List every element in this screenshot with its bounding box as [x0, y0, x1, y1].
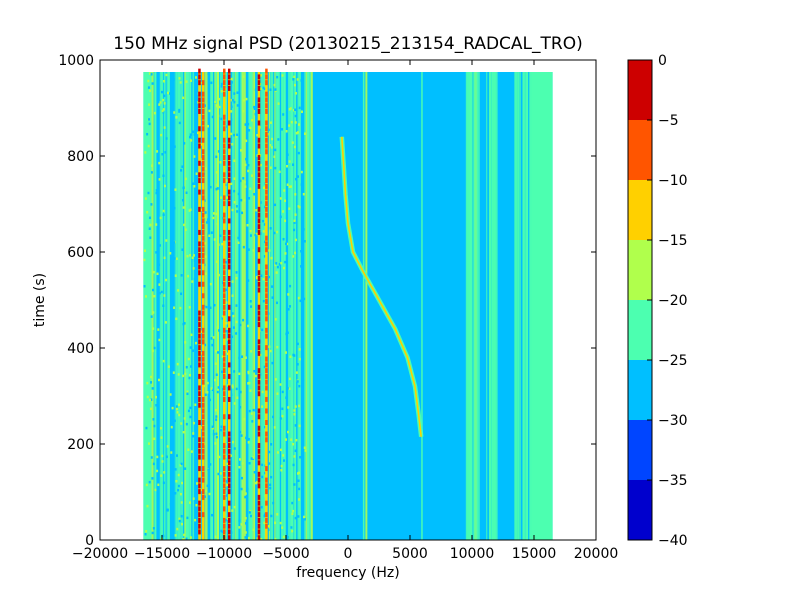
chart-title: 150 MHz signal PSD (20130215_213154_RADC…: [113, 34, 582, 54]
colorbar-tick-label: −5: [658, 113, 679, 129]
colorbar-tick-label: −25: [658, 353, 688, 369]
colorbar-tick-label: −35: [658, 473, 688, 489]
x-tick-label: −10000: [196, 546, 252, 562]
x-axis: −20000 −15000 −10000 −5000 0 5000 10000 15000 20…: [72, 60, 618, 562]
colorbar-band: [628, 300, 652, 360]
colorbar-tick-label: −20: [658, 293, 688, 309]
colorbar-band: [628, 240, 652, 300]
y-axis: 0 200 400 600 800 1000: [58, 53, 596, 549]
y-tick-label: 1000: [58, 53, 94, 69]
colorbar: 0 −5 −10 −15 −20 −25 −30 −35 −40: [627, 53, 688, 549]
y-tick-label: 0: [85, 533, 94, 549]
y-tick-label: 600: [67, 245, 94, 261]
doppler-track: [341, 136, 422, 437]
x-tick-label: 10000: [450, 546, 495, 562]
colorbar-tick-label: −15: [658, 233, 688, 249]
x-tick-label: 0: [344, 546, 353, 562]
colorbar-tick-label: −10: [658, 173, 688, 189]
colorbar-tick-label: −40: [658, 533, 688, 549]
x-tick-label: −5000: [262, 546, 309, 562]
x-tick-label: 5000: [392, 546, 428, 562]
y-axis-label: time (s): [32, 273, 48, 327]
y-tick-label: 800: [67, 149, 94, 165]
x-axis-label: frequency (Hz): [296, 565, 399, 581]
colorbar-tick-label: 0: [658, 53, 667, 69]
y-tick-label: 400: [67, 341, 94, 357]
x-tick-label: 20000: [574, 546, 619, 562]
x-tick-label: 15000: [512, 546, 557, 562]
colorbar-band: [628, 480, 652, 540]
x-tick-label: −20000: [72, 546, 128, 562]
spectrogram-plot: [143, 68, 553, 540]
colorbar-band: [628, 60, 652, 120]
colorbar-band: [628, 120, 652, 180]
x-tick-label: −15000: [134, 546, 190, 562]
colorbar-band: [628, 360, 652, 420]
y-tick-label: 200: [67, 437, 94, 453]
colorbar-band: [628, 420, 652, 480]
colorbar-tick-label: −30: [658, 413, 688, 429]
strong-line: [198, 72, 201, 540]
strong-lines: [198, 68, 268, 540]
colorbar-band: [628, 180, 652, 240]
